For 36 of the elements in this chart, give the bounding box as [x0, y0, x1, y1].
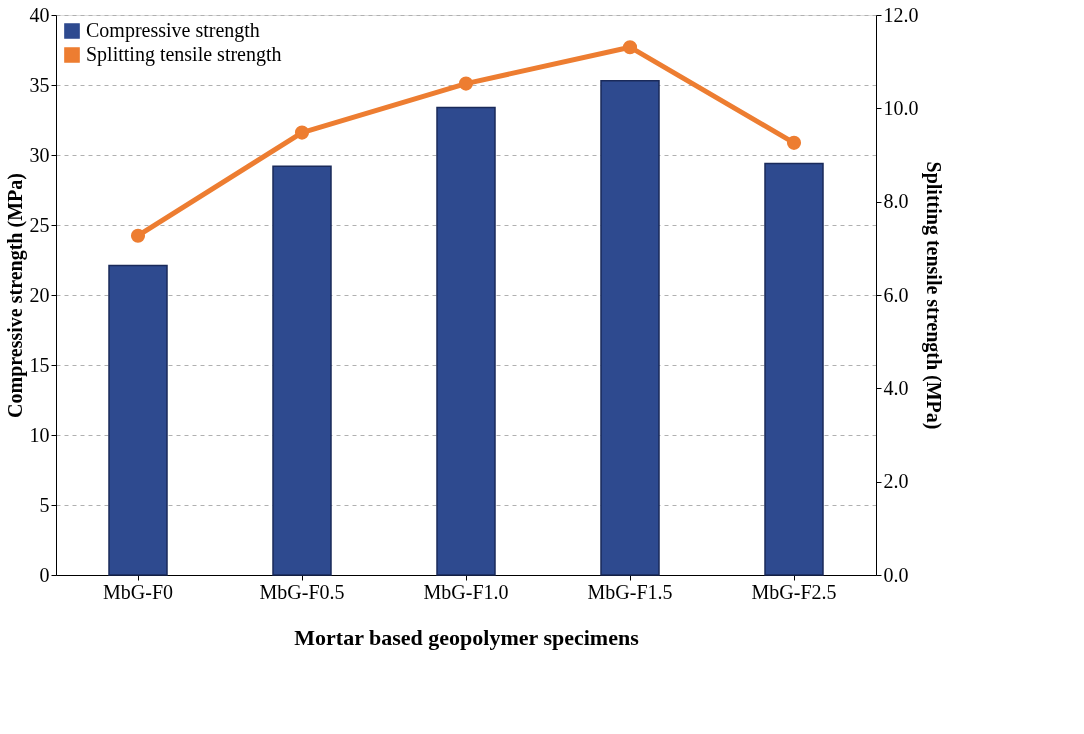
y-tick-label: 15: [29, 353, 50, 376]
y-axis-title: Compressive strength (MPa): [3, 173, 27, 418]
bar: [600, 80, 660, 576]
point: [458, 76, 474, 91]
y2-axis-title: Splitting tensile strength (MPa): [921, 161, 945, 430]
y2-tick-label: 8.0: [883, 190, 909, 213]
y-tick-label: 30: [29, 143, 50, 166]
y2-tick-label: 12.0: [883, 3, 919, 26]
y2-tick-label: 10.0: [883, 96, 919, 119]
bar: [108, 264, 168, 576]
x-tick-label: MbG-F0: [102, 580, 174, 603]
bar: [436, 106, 496, 576]
y-tick-label: 35: [29, 73, 50, 96]
legend-label: Compressive strength: [86, 19, 260, 42]
y-tick-label: 10: [29, 423, 50, 446]
point: [130, 228, 146, 243]
y-tick-label: 25: [29, 213, 50, 236]
y-tick-label: 5: [39, 493, 50, 516]
y-tick-label: 40: [29, 3, 50, 26]
x-tick-label: MbG-F1.0: [423, 580, 509, 603]
x-tick-label: MbG-F2.5: [751, 580, 837, 603]
point: [622, 40, 638, 55]
x-tick-label: MbG-F1.5: [587, 580, 673, 603]
y-tick-label: 0: [39, 563, 50, 586]
y-tick-label: 20: [29, 283, 50, 306]
point: [294, 125, 310, 140]
point: [786, 135, 802, 150]
y2-tick-label: 2.0: [883, 470, 909, 493]
legend-label: Splitting tensile strength: [86, 43, 282, 66]
bar: [272, 165, 332, 576]
bar: [764, 162, 824, 576]
y2-tick-label: 4.0: [883, 376, 909, 399]
y2-tick-label: 6.0: [883, 283, 909, 306]
y2-tick-label: 0.0: [883, 563, 909, 586]
x-axis-title: Mortar based geopolymer specimens: [294, 624, 640, 650]
x-tick-label: MbG-F0.5: [259, 580, 345, 603]
